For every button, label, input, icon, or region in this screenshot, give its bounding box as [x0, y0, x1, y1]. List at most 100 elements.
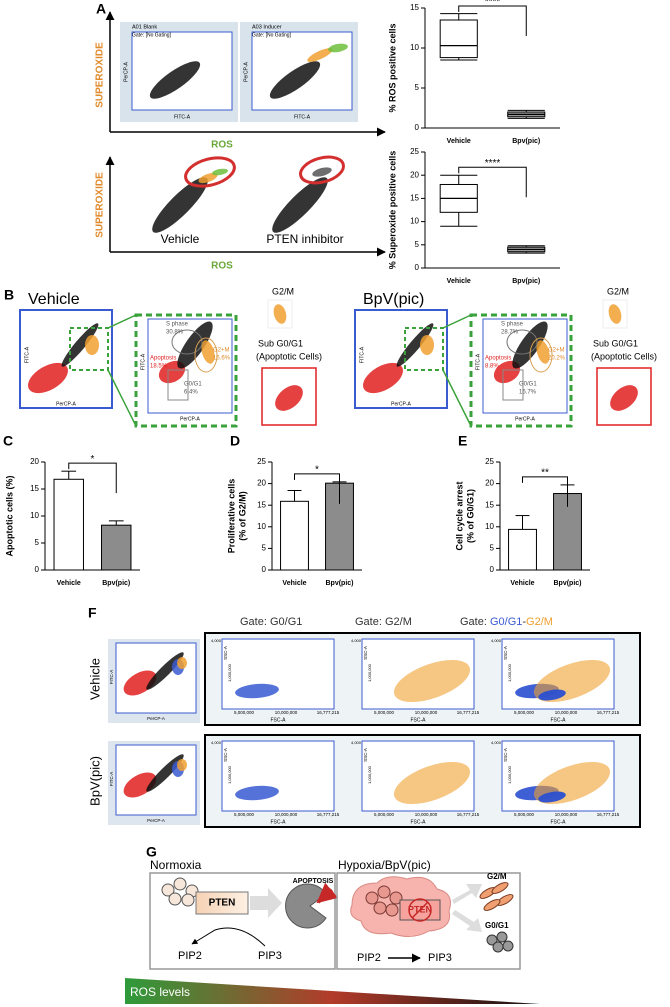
label: Gate: G0/G1	[240, 616, 302, 628]
ros-gradient	[125, 978, 540, 1004]
y-tick-label: 20	[485, 479, 494, 488]
label: Hypoxia/BpV(pic)	[338, 858, 431, 872]
label: FITC-A	[109, 670, 114, 685]
y-tick-label: 0	[490, 565, 495, 574]
label: FITC-A	[174, 114, 191, 120]
y-tick-label: 4,000	[211, 638, 222, 643]
x-tick-label: Bpv(pic)	[512, 278, 540, 285]
cell-cloud	[235, 683, 279, 699]
label: FSC-A	[271, 819, 287, 825]
y-tick-label: 25	[485, 457, 494, 466]
y-tick-label: 10	[410, 43, 419, 52]
y-tick-label: 0	[415, 123, 420, 132]
cell-cloud	[512, 321, 548, 369]
cell	[173, 877, 187, 891]
cell-cloud	[273, 304, 287, 324]
label: PerCP-A	[391, 401, 411, 407]
gate-box	[404, 327, 444, 371]
y-tick-label: 1,000,000	[227, 765, 232, 784]
y-tick-label: 10	[410, 217, 419, 226]
cell-cloud	[536, 340, 550, 364]
scheme-box	[149, 872, 336, 970]
label: SSC-A	[363, 646, 368, 660]
x-tick-label: Vehicle	[447, 278, 471, 285]
x-tick-label: Vehicle	[447, 138, 471, 145]
arrow	[316, 882, 339, 904]
y-tick-label: 1,000,000	[507, 765, 512, 784]
cell-cloud	[149, 61, 201, 99]
cell-cloud	[61, 323, 99, 367]
x-tick-label: 10,000,000	[555, 812, 578, 817]
y-tick-label: 15	[30, 484, 39, 493]
cell-cloud	[28, 362, 68, 394]
x-tick-label: 16,777,215	[597, 710, 620, 715]
label: SSC-A	[503, 748, 508, 762]
y-tick-label: 1,000,000	[367, 765, 372, 784]
x-tick-label: Bpv(pic)	[512, 138, 540, 145]
label: ROS	[211, 140, 233, 151]
row-label: Vehicle	[87, 658, 102, 700]
cell-cloud	[393, 761, 471, 805]
arrow-shape	[452, 884, 482, 932]
significance-bracket	[458, 5, 527, 36]
inhibit-sign	[411, 901, 429, 919]
y-tick-label: 20	[410, 170, 419, 179]
label: 30.8%	[166, 330, 184, 336]
label: PerCP-A	[123, 61, 129, 81]
significance: *	[91, 454, 95, 465]
cell	[161, 883, 175, 897]
cell-cloud	[269, 61, 321, 99]
zoom-box	[469, 313, 573, 428]
cell	[377, 885, 391, 899]
x-tick-label: 16,777,215	[457, 710, 480, 715]
significance: ****	[485, 158, 501, 169]
significance-bracket	[458, 166, 527, 198]
gate-inset	[267, 299, 293, 329]
cell-cloud	[610, 385, 638, 411]
cell-cloud	[307, 48, 333, 62]
cell-cloud	[538, 689, 566, 701]
gate-box	[69, 327, 109, 371]
label: PerCP-A	[180, 416, 200, 422]
label: SSC-A	[223, 646, 228, 660]
y-tick-label: 10	[257, 522, 266, 531]
x-tick-label: 10,000,000	[555, 710, 578, 715]
label: G2/M	[272, 286, 294, 296]
cell-cloud	[171, 329, 203, 355]
label: SUPEROXIDE	[95, 42, 106, 108]
box	[439, 19, 478, 59]
x-tick-label: 5,000,000	[374, 812, 395, 817]
significance-bracket	[68, 462, 117, 494]
cell-cloud	[312, 167, 332, 177]
label: G0/G1	[519, 382, 537, 388]
label: G0/G1	[184, 382, 202, 388]
y-tick-label: 4,000	[491, 740, 502, 745]
cell-cloud	[538, 791, 566, 803]
zoom-box	[134, 313, 238, 428]
label: G2/M	[487, 872, 507, 881]
y-tick-label: 1,000,000	[367, 663, 372, 682]
y-tick-label: 5	[35, 538, 40, 547]
label: PerCP-A	[147, 716, 165, 721]
x-tick-label: 5,000,000	[514, 710, 535, 715]
panel-letter: E	[458, 433, 467, 449]
cell	[181, 893, 195, 907]
cell-cloud	[198, 172, 218, 184]
label: S phase	[166, 322, 189, 328]
y-axis-label: Cell cycle arrest	[454, 481, 464, 550]
cell	[373, 901, 387, 915]
label: G2/M	[607, 286, 629, 296]
flow-plot	[147, 318, 233, 414]
cell	[502, 940, 514, 952]
label: PIP3	[428, 952, 452, 964]
x-tick-label: Bpv(pic)	[102, 580, 130, 587]
y-tick-label: 4,000	[491, 638, 502, 643]
panel-letter: G	[146, 844, 157, 860]
sample-name: BpV(pic)	[363, 291, 424, 308]
label: FSC-A	[551, 819, 567, 825]
label: PTEN	[209, 898, 236, 909]
gate-heading-part: Gate:	[460, 616, 490, 628]
x-tick-label: 10,000,000	[415, 812, 438, 817]
x-tick-label: 10,000,000	[275, 812, 298, 817]
cell-cloud	[85, 335, 99, 355]
